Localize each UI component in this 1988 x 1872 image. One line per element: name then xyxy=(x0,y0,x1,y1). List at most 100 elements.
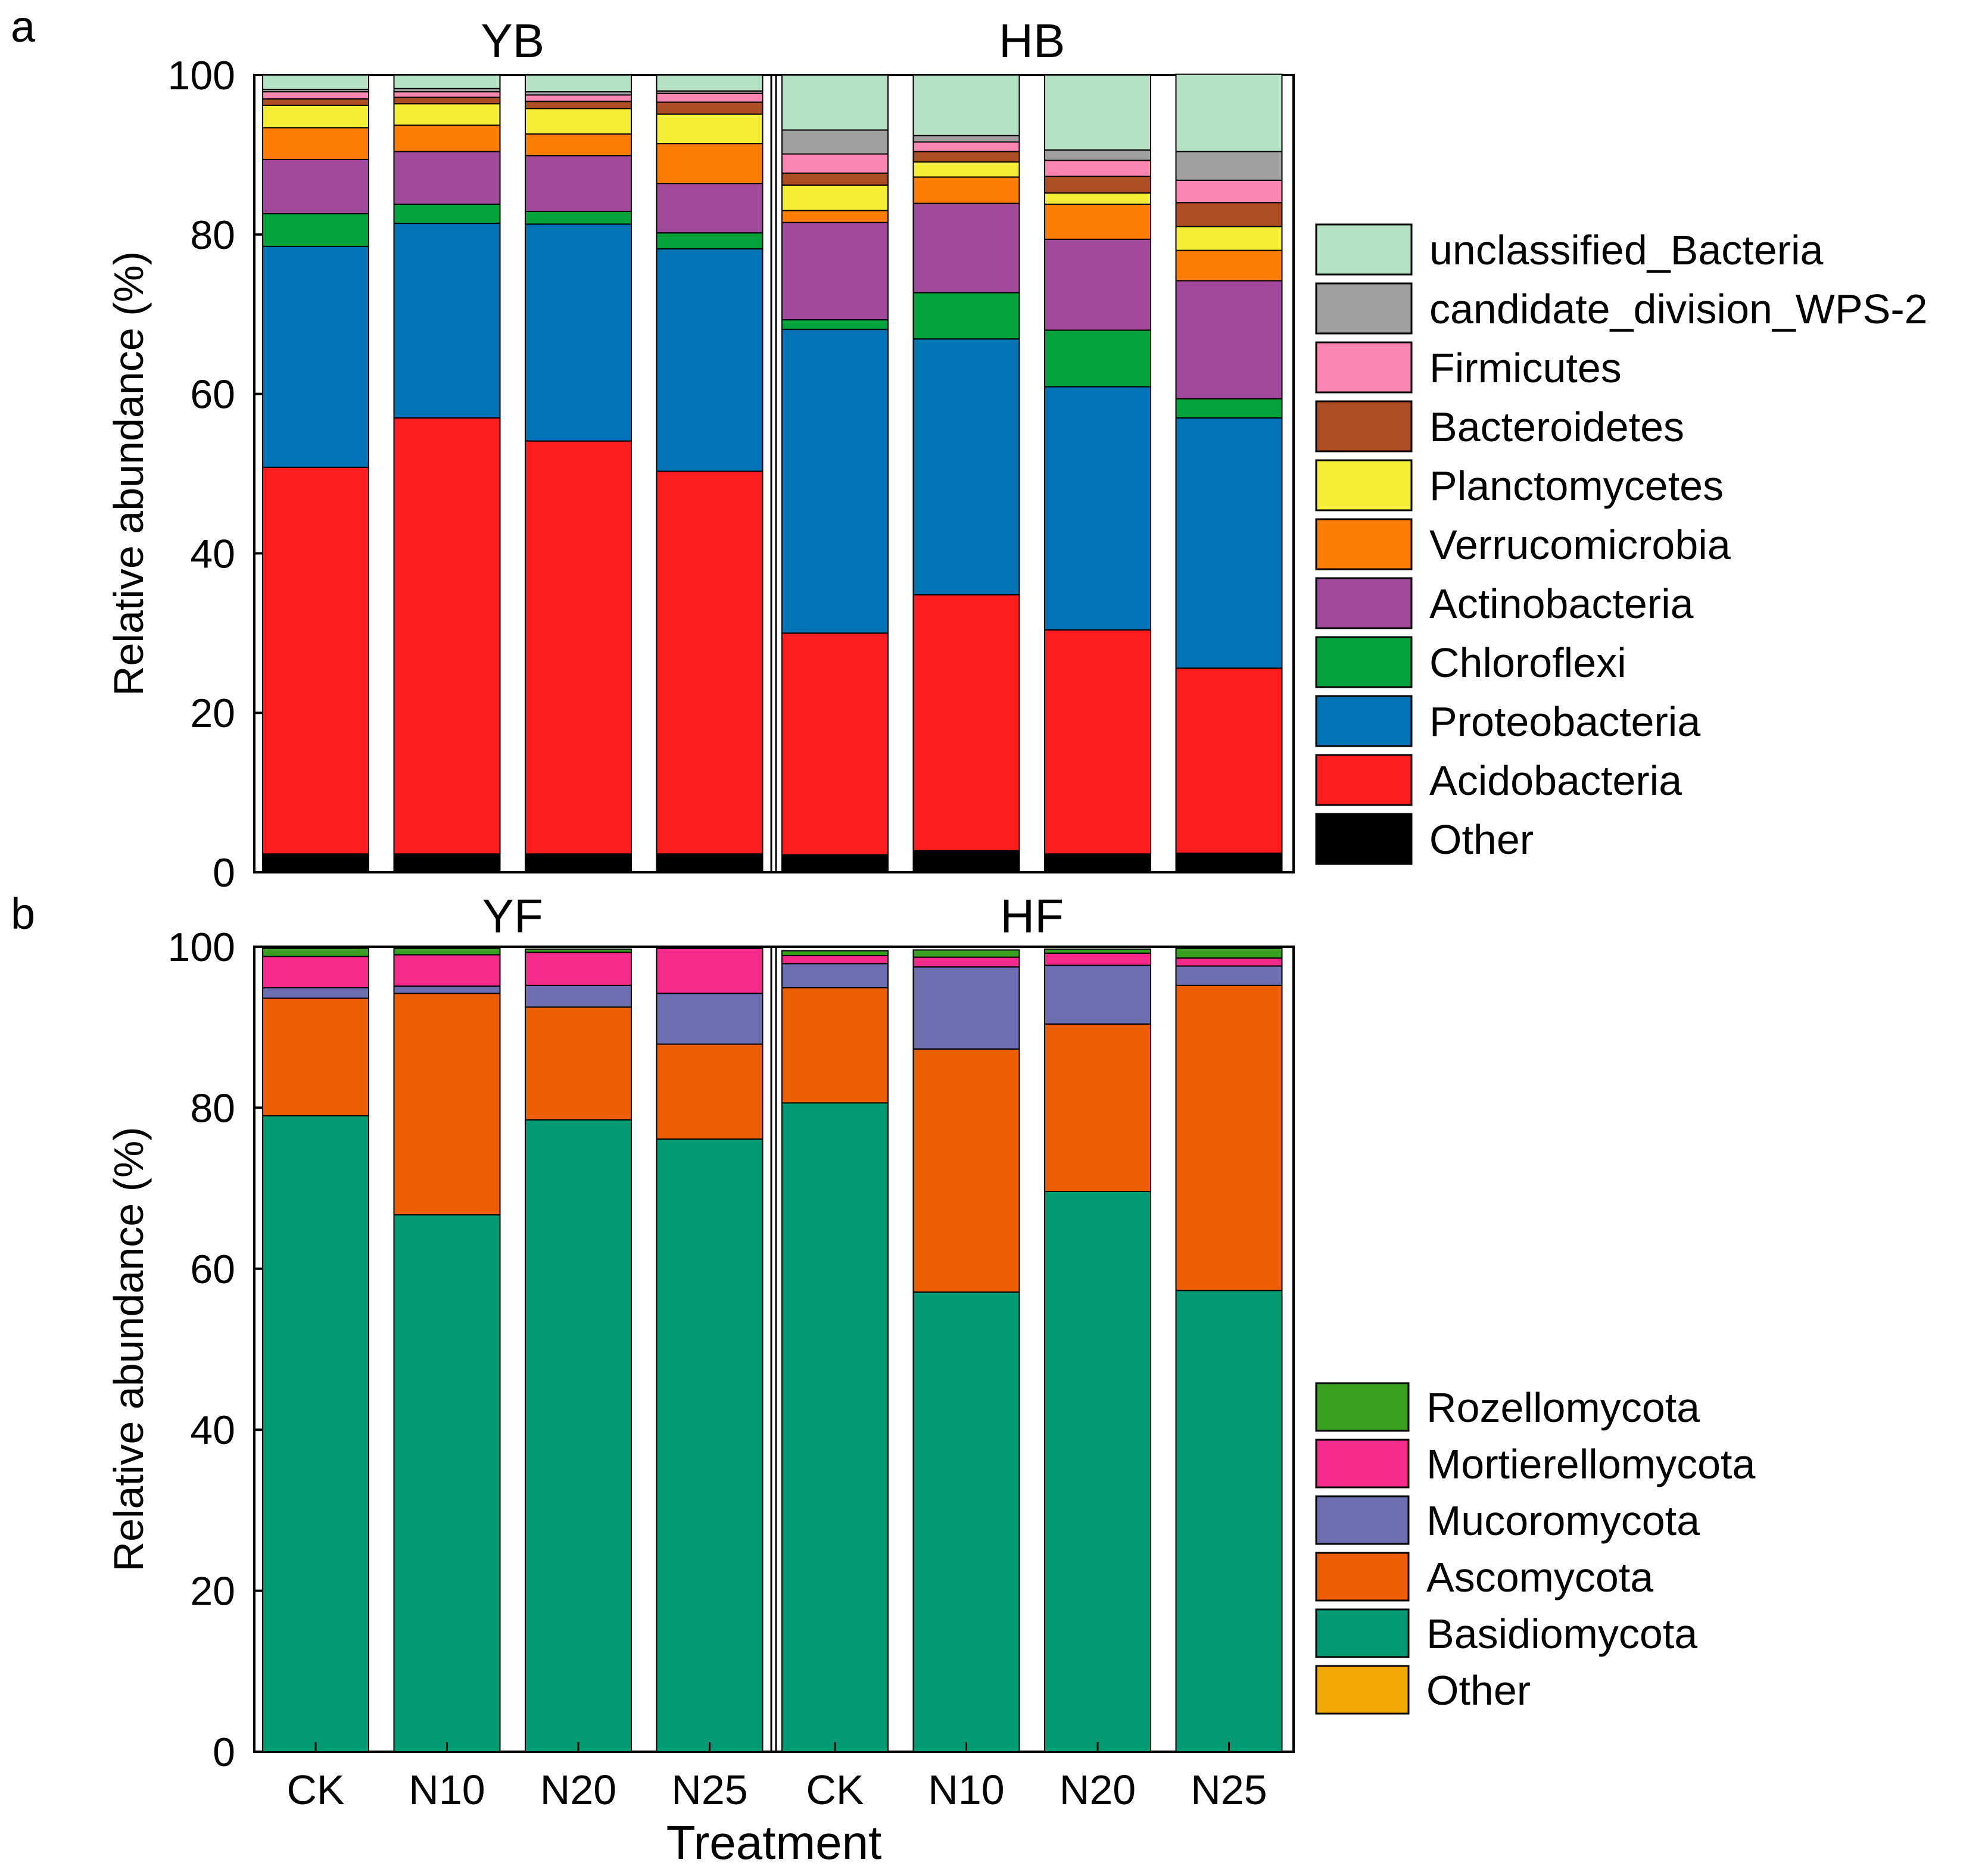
legend-label: Verrucomicrobia xyxy=(1429,522,1731,568)
bar-segment xyxy=(781,184,889,211)
bar-segment xyxy=(1044,329,1151,388)
bar-segment xyxy=(1175,226,1283,251)
bar-segment xyxy=(912,949,1020,958)
y-axis-label: Relative abundance (%) xyxy=(105,251,152,696)
bar-segment xyxy=(1175,398,1283,419)
legend: unclassified_Bacteria candidate_division_… xyxy=(1315,223,1928,865)
bar-segment xyxy=(262,158,369,214)
legend-label: Mucoromycota xyxy=(1426,1497,1700,1544)
y-tick-label: 0 xyxy=(213,850,235,896)
bar-segment xyxy=(393,993,501,1216)
y-tick-label: 100 xyxy=(168,925,235,970)
legend-label: Other xyxy=(1426,1667,1531,1714)
bar-segment xyxy=(525,1119,632,1752)
legend-label: Planctomycetes xyxy=(1429,463,1724,509)
bar-segment xyxy=(262,127,369,160)
legend-label: Firmicutes xyxy=(1429,345,1622,391)
bar-segment xyxy=(781,74,889,131)
y-tick-label: 40 xyxy=(190,531,235,576)
legend-label: candidate_division_WPS-2 xyxy=(1429,286,1928,332)
bar-segment xyxy=(656,92,764,103)
bar-segment xyxy=(525,155,632,212)
bar-segment xyxy=(781,987,889,1104)
legend-label: Bacteroidetes xyxy=(1429,404,1684,450)
legend-swatch xyxy=(1315,695,1413,747)
bar-segment xyxy=(393,103,501,126)
bar-segment xyxy=(1044,386,1151,631)
legend-swatch xyxy=(1315,1665,1410,1715)
legend-swatch xyxy=(1315,459,1413,511)
bar-segment xyxy=(525,210,632,225)
plot-frame xyxy=(253,946,1295,1753)
bar-segment xyxy=(262,98,369,106)
bar-segment xyxy=(262,987,369,999)
legend-label: Mortierellomycota xyxy=(1426,1441,1755,1487)
legend-swatch xyxy=(1315,1608,1410,1658)
bar-segment xyxy=(781,221,889,321)
legend-label: unclassified_Bacteria xyxy=(1429,227,1824,273)
legend-swatch xyxy=(1315,341,1413,394)
panel-letter-a: a xyxy=(11,2,36,51)
bar-segment xyxy=(656,993,764,1045)
bar-segment xyxy=(1175,1290,1283,1752)
y-tick-label: 0 xyxy=(213,1730,235,1775)
bar-segment xyxy=(656,183,764,234)
group-title: HB xyxy=(999,14,1065,67)
legend-swatch xyxy=(1315,223,1413,276)
bar-segment xyxy=(525,440,632,855)
legend-label: Other xyxy=(1429,816,1534,863)
bar-segment xyxy=(262,466,369,855)
bar-segment xyxy=(1044,160,1151,177)
bar-segment xyxy=(393,223,501,419)
bar-segment xyxy=(525,951,632,986)
bar-segment xyxy=(656,947,764,949)
bar-segment xyxy=(1175,417,1283,669)
bar-segment xyxy=(1175,73,1283,152)
x-tick-label: N20 xyxy=(1060,1767,1136,1813)
bar-segment xyxy=(912,135,1020,143)
bar-segment xyxy=(525,984,632,1008)
legend-label: Rozellomycota xyxy=(1426,1384,1700,1431)
plot-frame xyxy=(253,74,1295,873)
bar-segment xyxy=(1044,176,1151,194)
bar-segment xyxy=(525,94,632,102)
panel-letter-b: b xyxy=(11,889,35,938)
bar-segment xyxy=(262,245,369,468)
bar-segment xyxy=(262,104,369,129)
y-tick-label: 80 xyxy=(190,213,235,258)
y-tick-label: 60 xyxy=(190,372,235,417)
bar-segment xyxy=(781,319,889,330)
bar-segment xyxy=(1044,192,1151,205)
bar-segment xyxy=(393,417,501,855)
bar-segment xyxy=(393,203,501,224)
bar-segment xyxy=(912,594,1020,851)
bar-segment xyxy=(912,1048,1020,1293)
bar-segment xyxy=(262,956,369,988)
legend-swatch xyxy=(1315,1382,1410,1432)
legend-label: Actinobacteria xyxy=(1429,581,1694,627)
y-tick-label: 80 xyxy=(190,1085,235,1131)
bar-segment xyxy=(262,1115,369,1752)
bar-segment xyxy=(912,161,1020,178)
legend-swatch xyxy=(1315,754,1413,806)
x-tick-label: CK xyxy=(806,1767,864,1813)
bar-segment xyxy=(656,113,764,145)
bar-segment xyxy=(393,151,501,205)
y-tick-label: 20 xyxy=(190,691,235,736)
bar-segment xyxy=(781,950,889,956)
legend-label: Basidiomycota xyxy=(1426,1611,1697,1657)
x-tick-label: N10 xyxy=(928,1767,1004,1813)
bar-segment xyxy=(912,292,1020,340)
bar-segment xyxy=(1175,965,1283,986)
group-title: YF xyxy=(482,890,543,943)
bar-segment xyxy=(781,963,889,988)
bar-segment xyxy=(656,101,764,115)
bar-segment xyxy=(393,91,501,98)
x-tick-label: CK xyxy=(286,1767,344,1813)
y-tick-label: 60 xyxy=(190,1247,235,1292)
legend-swatch xyxy=(1315,1552,1410,1602)
legend-swatch xyxy=(1315,1439,1410,1489)
legend: Rozellomycota Mortierellomycota Mucoromyco… xyxy=(1315,1382,1755,1715)
bar-segment xyxy=(656,1043,764,1140)
bar-segment xyxy=(656,248,764,472)
